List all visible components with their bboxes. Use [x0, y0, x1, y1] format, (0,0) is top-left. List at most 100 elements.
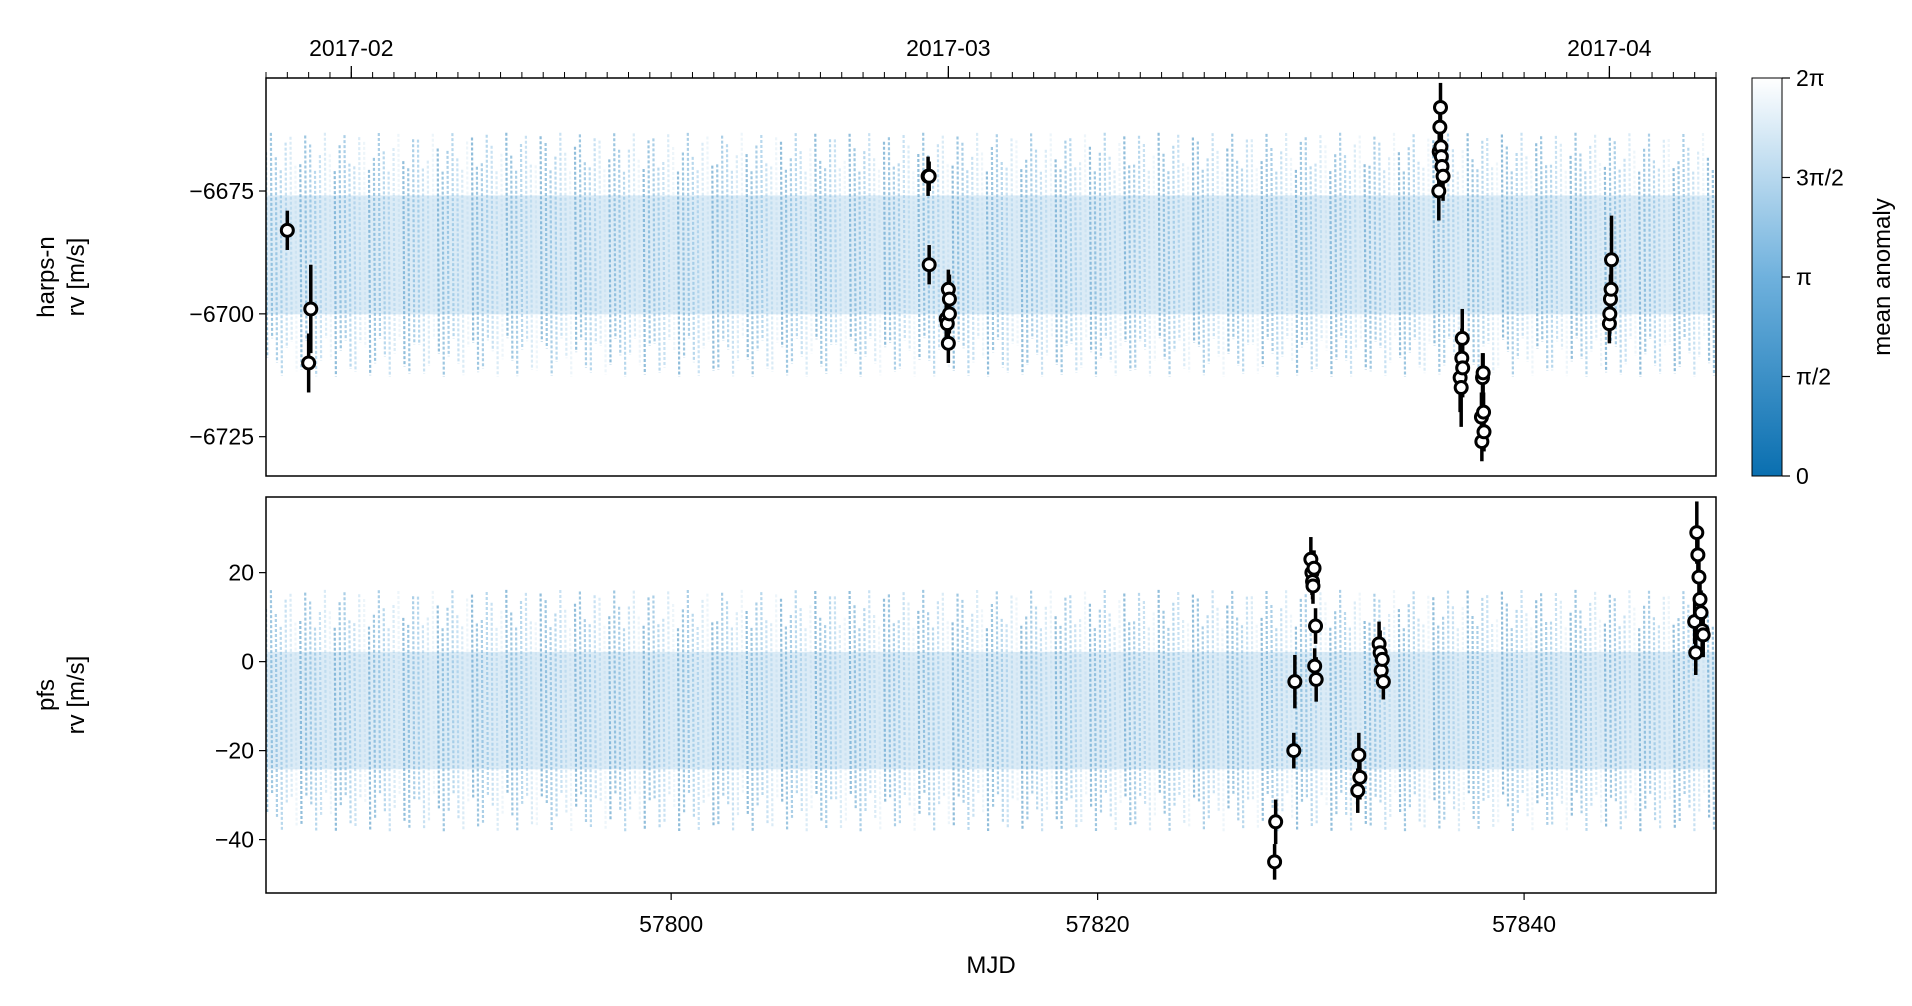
model-stroke [519, 600, 524, 804]
model-stroke [573, 603, 578, 807]
model-stroke [1142, 600, 1147, 804]
model-stroke [1378, 142, 1382, 349]
x-tick-label: 57800 [639, 911, 703, 937]
model-stroke [1314, 620, 1318, 824]
model-stroke [1618, 626, 1622, 830]
model-stroke [1211, 590, 1215, 794]
model-stroke [1476, 625, 1480, 829]
data-point [1268, 814, 1284, 830]
model-stroke [1525, 156, 1529, 362]
model-stroke [1451, 149, 1456, 355]
model-stroke [549, 170, 553, 376]
model-stroke [549, 627, 553, 831]
model-stroke [1132, 164, 1137, 371]
model-stroke [353, 166, 357, 372]
model-stroke [632, 590, 637, 794]
model-stroke [608, 159, 612, 365]
y-tick-label: −6725 [189, 424, 254, 450]
model-stroke [838, 625, 843, 829]
model-stroke [1319, 135, 1323, 341]
model-stroke [1348, 627, 1353, 831]
model-stroke [1358, 592, 1363, 796]
model-stroke [363, 141, 367, 348]
model-stroke [1368, 622, 1372, 826]
model-stroke [941, 135, 946, 342]
model-stroke [1486, 595, 1490, 799]
model-stroke [490, 602, 494, 806]
model-stroke [637, 616, 642, 820]
model-stroke [760, 592, 764, 796]
model-stroke [975, 132, 980, 339]
model-stroke [1289, 614, 1294, 818]
data-point [1476, 424, 1492, 440]
model-stroke [1162, 153, 1166, 360]
model-stroke [1441, 159, 1446, 366]
model-stroke [858, 628, 862, 832]
model-stroke [313, 170, 318, 377]
model-stroke [1363, 620, 1367, 824]
model-stroke [774, 594, 779, 798]
model-stroke [691, 613, 696, 817]
model-stroke [1275, 628, 1279, 832]
model-stroke [819, 617, 823, 821]
model-stroke [833, 596, 838, 800]
model-stroke [671, 603, 676, 807]
y-ticks-harps-n: −6675 −6700 −6725 [189, 178, 266, 450]
model-stroke [1682, 591, 1686, 795]
model-stroke [1373, 136, 1377, 343]
y-tick-label: 20 [228, 560, 254, 586]
top-date-ticks: 2017-02 2017-03 2017-04 [265, 35, 1717, 78]
model-stroke [892, 623, 897, 827]
model-stroke [789, 158, 794, 364]
model-stroke [701, 599, 705, 803]
model-stroke [1417, 161, 1421, 368]
model-stroke [833, 139, 838, 345]
model-stroke [1324, 145, 1328, 351]
model-stroke [971, 156, 975, 363]
model-stroke [1446, 590, 1451, 794]
model-stroke [1520, 132, 1524, 339]
model-stroke [1407, 604, 1412, 808]
model-stroke [593, 595, 597, 799]
model-stroke [1270, 147, 1274, 354]
model-stroke [750, 627, 754, 831]
model-stroke [872, 158, 877, 364]
model-stroke [1348, 170, 1353, 377]
model-stroke [318, 155, 323, 361]
model-stroke [451, 590, 455, 794]
model-stroke [735, 612, 740, 816]
model-stroke [980, 609, 985, 813]
model-stroke [1358, 135, 1363, 341]
model-stroke [1481, 597, 1485, 801]
data-point [1431, 183, 1447, 199]
model-stroke [1579, 610, 1583, 814]
model-stroke [402, 617, 406, 821]
ylabel-pfs-line2: rv [m/s] [63, 656, 90, 735]
model-stroke [1510, 628, 1515, 832]
model-stroke [1554, 135, 1559, 342]
model-stroke [740, 589, 745, 793]
model-stroke [505, 132, 509, 339]
model-stroke [1422, 624, 1426, 828]
model-stroke [696, 170, 700, 376]
model-stroke [1069, 138, 1073, 344]
model-stroke [593, 138, 597, 344]
model-stroke [980, 152, 985, 358]
model-band-pfs [266, 589, 1716, 832]
model-stroke [510, 612, 514, 816]
model-stroke [755, 145, 759, 351]
model-stroke [1466, 590, 1470, 794]
model-stroke [716, 621, 720, 825]
model-stroke [1054, 159, 1058, 365]
model-stroke [1706, 614, 1711, 818]
model-stroke [1338, 589, 1343, 793]
model-stroke [1088, 603, 1093, 807]
model-stroke [1284, 590, 1289, 794]
model-stroke [1515, 152, 1519, 359]
model-stroke [426, 617, 431, 821]
model-stroke [637, 159, 642, 366]
model-stroke [1020, 625, 1024, 829]
model-stroke [397, 133, 401, 340]
model-stroke [539, 593, 543, 797]
y-tick-label: −40 [215, 827, 254, 853]
